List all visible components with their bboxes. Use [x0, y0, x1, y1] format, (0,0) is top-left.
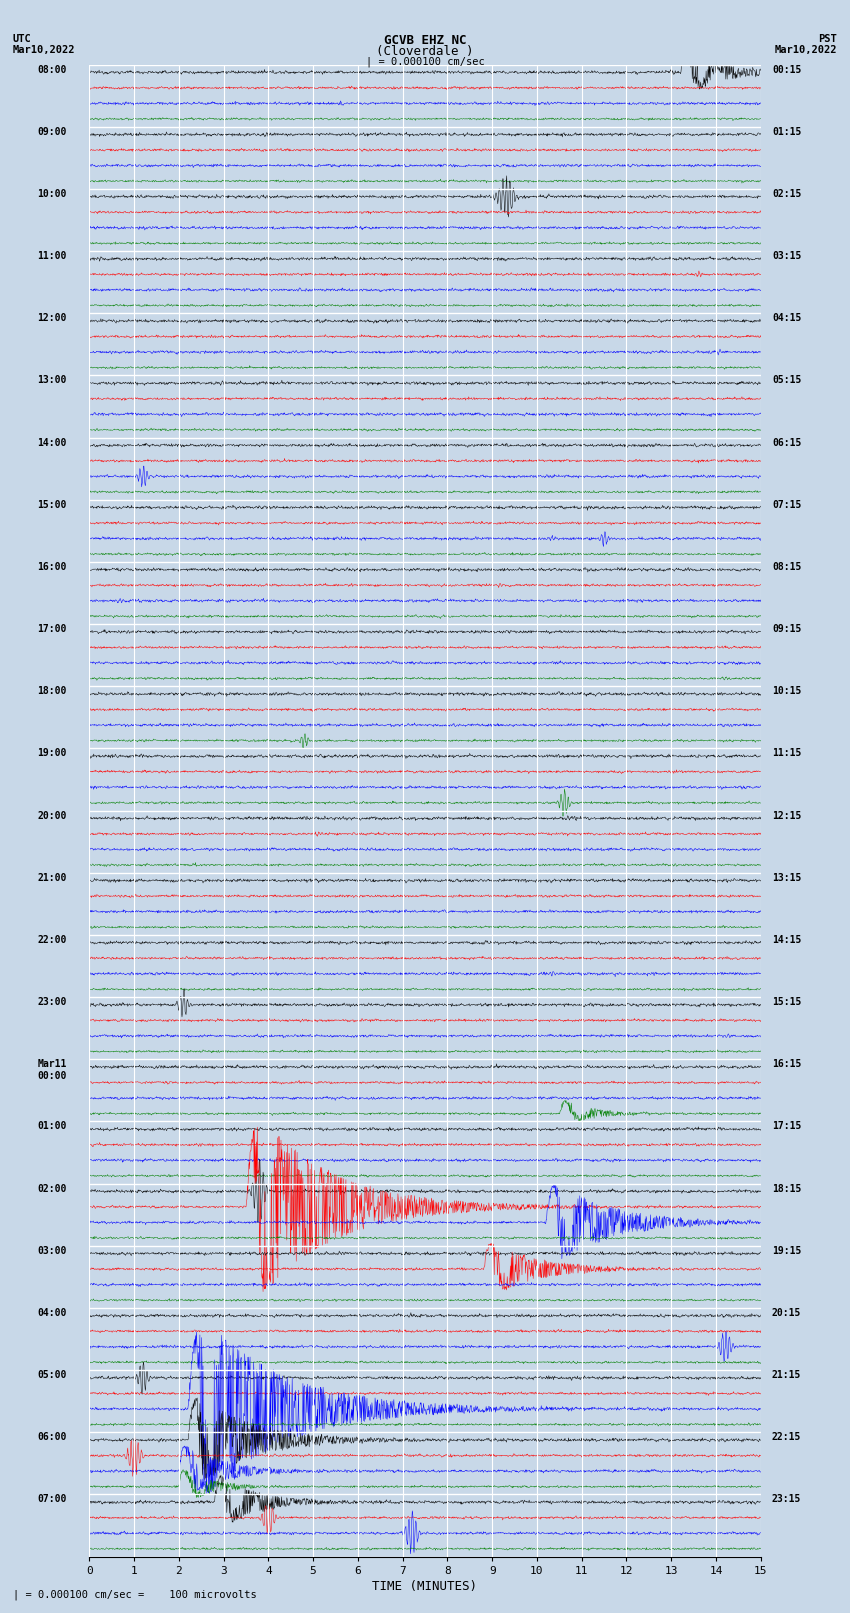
Text: 22:00: 22:00 — [37, 936, 67, 945]
Text: 00:15: 00:15 — [772, 65, 802, 74]
Text: 02:00: 02:00 — [37, 1184, 67, 1194]
Text: 10:00: 10:00 — [37, 189, 67, 198]
Text: 04:00: 04:00 — [37, 1308, 67, 1318]
Text: 13:00: 13:00 — [37, 376, 67, 386]
Text: 22:15: 22:15 — [772, 1432, 802, 1442]
Text: 17:15: 17:15 — [772, 1121, 802, 1131]
Text: 10:15: 10:15 — [772, 686, 802, 697]
Text: 18:00: 18:00 — [37, 686, 67, 697]
Text: PST: PST — [819, 34, 837, 44]
Text: 03:00: 03:00 — [37, 1245, 67, 1255]
Text: 20:15: 20:15 — [772, 1308, 802, 1318]
Text: 11:15: 11:15 — [772, 748, 802, 758]
Text: Mar10,2022: Mar10,2022 — [13, 45, 76, 55]
Text: 07:15: 07:15 — [772, 500, 802, 510]
Text: 12:00: 12:00 — [37, 313, 67, 323]
Text: 23:15: 23:15 — [772, 1494, 802, 1505]
Text: 08:00: 08:00 — [37, 65, 67, 74]
Text: 19:15: 19:15 — [772, 1245, 802, 1255]
Text: 05:00: 05:00 — [37, 1369, 67, 1381]
Text: 15:15: 15:15 — [772, 997, 802, 1007]
Text: 03:15: 03:15 — [772, 252, 802, 261]
Text: (Cloverdale ): (Cloverdale ) — [377, 45, 473, 58]
Text: 11:00: 11:00 — [37, 252, 67, 261]
Text: 23:00: 23:00 — [37, 997, 67, 1007]
Text: 01:15: 01:15 — [772, 127, 802, 137]
Text: 13:15: 13:15 — [772, 873, 802, 882]
X-axis label: TIME (MINUTES): TIME (MINUTES) — [372, 1579, 478, 1592]
Text: UTC: UTC — [13, 34, 31, 44]
Text: | = 0.000100 cm/sec =    100 microvolts: | = 0.000100 cm/sec = 100 microvolts — [13, 1589, 257, 1600]
Text: 16:00: 16:00 — [37, 561, 67, 573]
Text: 21:00: 21:00 — [37, 873, 67, 882]
Text: 04:15: 04:15 — [772, 313, 802, 323]
Text: 09:15: 09:15 — [772, 624, 802, 634]
Text: Mar10,2022: Mar10,2022 — [774, 45, 837, 55]
Text: 12:15: 12:15 — [772, 811, 802, 821]
Text: 18:15: 18:15 — [772, 1184, 802, 1194]
Text: 01:00: 01:00 — [37, 1121, 67, 1131]
Text: 08:15: 08:15 — [772, 561, 802, 573]
Text: 20:00: 20:00 — [37, 811, 67, 821]
Text: 06:15: 06:15 — [772, 437, 802, 447]
Text: 14:00: 14:00 — [37, 437, 67, 447]
Text: 14:15: 14:15 — [772, 936, 802, 945]
Text: 02:15: 02:15 — [772, 189, 802, 198]
Text: 16:15: 16:15 — [772, 1060, 802, 1069]
Text: 15:00: 15:00 — [37, 500, 67, 510]
Text: Mar11
00:00: Mar11 00:00 — [37, 1060, 67, 1081]
Text: 07:00: 07:00 — [37, 1494, 67, 1505]
Text: 19:00: 19:00 — [37, 748, 67, 758]
Text: GCVB EHZ NC: GCVB EHZ NC — [383, 34, 467, 47]
Text: 05:15: 05:15 — [772, 376, 802, 386]
Text: 17:00: 17:00 — [37, 624, 67, 634]
Text: 06:00: 06:00 — [37, 1432, 67, 1442]
Text: | = 0.000100 cm/sec: | = 0.000100 cm/sec — [366, 56, 484, 68]
Text: 21:15: 21:15 — [772, 1369, 802, 1381]
Text: 09:00: 09:00 — [37, 127, 67, 137]
